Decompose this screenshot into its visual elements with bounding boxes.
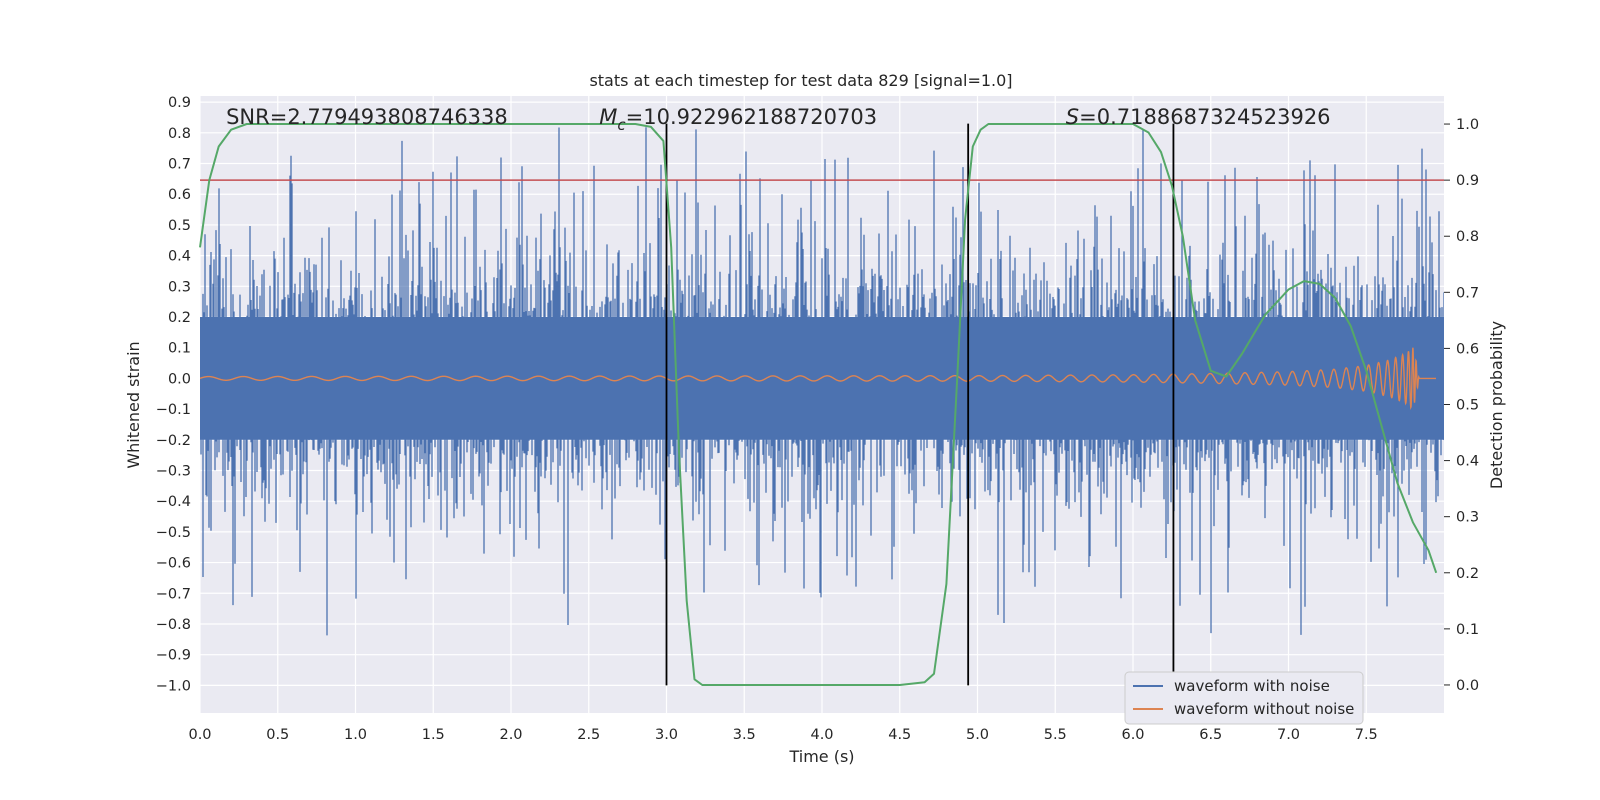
- y2-tick-label: 0.8: [1456, 229, 1479, 245]
- legend-label-clean: waveform without noise: [1174, 700, 1354, 718]
- x-axis-label: Time (s): [788, 747, 854, 766]
- y-axis-label: Whitened strain: [124, 341, 143, 468]
- x-tick-label: 1.0: [344, 727, 367, 743]
- y-tick-label: −1.0: [156, 678, 191, 694]
- y-tick-label: −0.8: [156, 617, 191, 633]
- x-tick-label: 4.0: [810, 727, 833, 743]
- y-tick-label: 0.0: [168, 371, 191, 387]
- x-tick-label: 3.5: [733, 727, 756, 743]
- y-tick-label: 0.1: [168, 341, 191, 357]
- y2-tick-label: 0.9: [1456, 173, 1479, 189]
- x-tick-label: 7.5: [1355, 727, 1378, 743]
- y2-tick-label: 0.1: [1456, 622, 1479, 638]
- annotation-0: SNR=2.779493808746338: [226, 105, 508, 129]
- y-tick-label: 0.5: [168, 218, 191, 234]
- tick-labels: 0.0 0.5 1.0 1.5 2.0 2.5 3.0 3.5 4.0 4.5 5.0 5.5 6.0 6…: [156, 95, 1479, 743]
- series-detection-probability: [199, 123, 1438, 686]
- y-tick-label: −0.7: [156, 586, 191, 602]
- annotation-2: S=0.7188687324523926: [1066, 105, 1331, 129]
- y-tick-label: −0.2: [156, 433, 191, 449]
- y-tick-label: −0.3: [156, 463, 191, 479]
- x-tick-label: 5.0: [966, 727, 989, 743]
- x-tick-label: 2.5: [577, 727, 600, 743]
- x-tick-label: 2.0: [499, 727, 522, 743]
- overlay-layer: [199, 123, 1444, 686]
- x-tick-label: 3.0: [655, 727, 678, 743]
- y-tick-label: 0.7: [168, 157, 191, 173]
- legend: waveform with noise waveform without noi…: [1124, 671, 1364, 725]
- x-tick-label: 7.0: [1277, 727, 1300, 743]
- y2-tick-label: 0.4: [1456, 454, 1479, 470]
- x-tick-label: 4.5: [888, 727, 911, 743]
- annotations: SNR=2.779493808746338 Mc=10.9229621887207…: [226, 105, 1330, 134]
- x-tick-label: 1.5: [422, 727, 445, 743]
- x-tick-label: 6.5: [1199, 727, 1222, 743]
- series-waveform-without-noise: [200, 347, 1436, 411]
- y-tick-label: −0.6: [156, 556, 191, 572]
- y-tick-label: 0.4: [168, 249, 191, 265]
- y-tick-label: −0.5: [156, 525, 191, 541]
- y2-tick-label: 0.2: [1456, 566, 1479, 582]
- y-tick-label: 0.9: [168, 95, 191, 111]
- x-tick-label: 0.0: [188, 727, 211, 743]
- y-tick-label: −0.9: [156, 648, 191, 664]
- y-tick-label: 0.8: [168, 126, 191, 142]
- y-tick-label: 0.6: [168, 187, 191, 203]
- y2-tick-label: 0.0: [1456, 678, 1479, 694]
- y2-tick-label: 0.7: [1456, 285, 1479, 301]
- y2-tick-label: 0.3: [1456, 510, 1479, 526]
- y2-tick-label: 1.0: [1456, 117, 1479, 133]
- y-tick-label: 0.2: [168, 310, 191, 326]
- x-tick-label: 5.5: [1044, 727, 1067, 743]
- y-tick-label: −0.4: [156, 494, 191, 510]
- annotation-1: Mc=10.922962188720703: [599, 105, 877, 134]
- x-tick-label: 6.0: [1121, 727, 1144, 743]
- chart-title: stats at each timestep for test data 829…: [589, 71, 1012, 90]
- legend-box: [1124, 671, 1364, 725]
- y-tick-label: −0.1: [156, 402, 191, 418]
- y2-tick-label: 0.5: [1456, 398, 1479, 414]
- y-tick-label: 0.3: [168, 279, 191, 295]
- y2-axis-label: Detection probability: [1487, 321, 1506, 489]
- x-tick-label: 0.5: [266, 727, 289, 743]
- series-layer: [200, 127, 1444, 636]
- y2-tick-label: 0.6: [1456, 341, 1479, 357]
- legend-label-noise: waveform with noise: [1174, 677, 1330, 695]
